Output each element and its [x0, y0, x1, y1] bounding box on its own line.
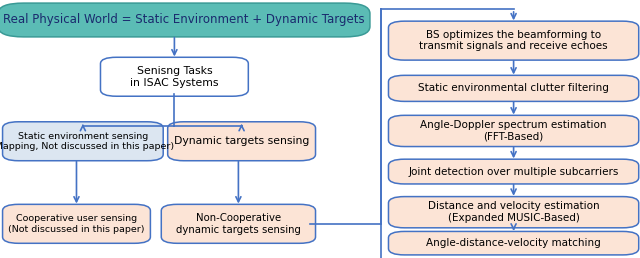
FancyBboxPatch shape [388, 197, 639, 228]
Text: Joint detection over multiple subcarriers: Joint detection over multiple subcarrier… [408, 167, 619, 176]
Text: Angle-Doppler spectrum estimation
(FFT-Based): Angle-Doppler spectrum estimation (FFT-B… [420, 120, 607, 142]
Text: Non-Cooperative
dynamic targets sensing: Non-Cooperative dynamic targets sensing [176, 213, 301, 235]
FancyBboxPatch shape [388, 21, 639, 60]
Text: Real Physical World = Static Environment + Dynamic Targets: Real Physical World = Static Environment… [3, 13, 365, 27]
Text: BS optimizes the beamforming to
transmit signals and receive echoes: BS optimizes the beamforming to transmit… [419, 30, 608, 51]
FancyBboxPatch shape [3, 122, 163, 161]
Text: Cooperative user sensing
(Not discussed in this paper): Cooperative user sensing (Not discussed … [8, 214, 145, 233]
Text: Static environment sensing
(Mapping, Not discussed in this paper): Static environment sensing (Mapping, Not… [0, 132, 175, 151]
FancyBboxPatch shape [3, 204, 150, 243]
Text: Static environmental clutter filtering: Static environmental clutter filtering [418, 83, 609, 93]
FancyBboxPatch shape [388, 75, 639, 101]
Text: Distance and velocity estimation
(Expanded MUSIC-Based): Distance and velocity estimation (Expand… [428, 201, 600, 223]
FancyBboxPatch shape [388, 231, 639, 255]
FancyBboxPatch shape [388, 115, 639, 147]
FancyBboxPatch shape [161, 204, 316, 243]
FancyBboxPatch shape [388, 159, 639, 184]
FancyBboxPatch shape [168, 122, 316, 161]
FancyBboxPatch shape [100, 57, 248, 96]
Text: Dynamic targets sensing: Dynamic targets sensing [174, 136, 309, 146]
Text: Senisng Tasks
in ISAC Systems: Senisng Tasks in ISAC Systems [130, 66, 219, 87]
FancyBboxPatch shape [0, 3, 370, 37]
Text: Angle-distance-velocity matching: Angle-distance-velocity matching [426, 238, 601, 248]
